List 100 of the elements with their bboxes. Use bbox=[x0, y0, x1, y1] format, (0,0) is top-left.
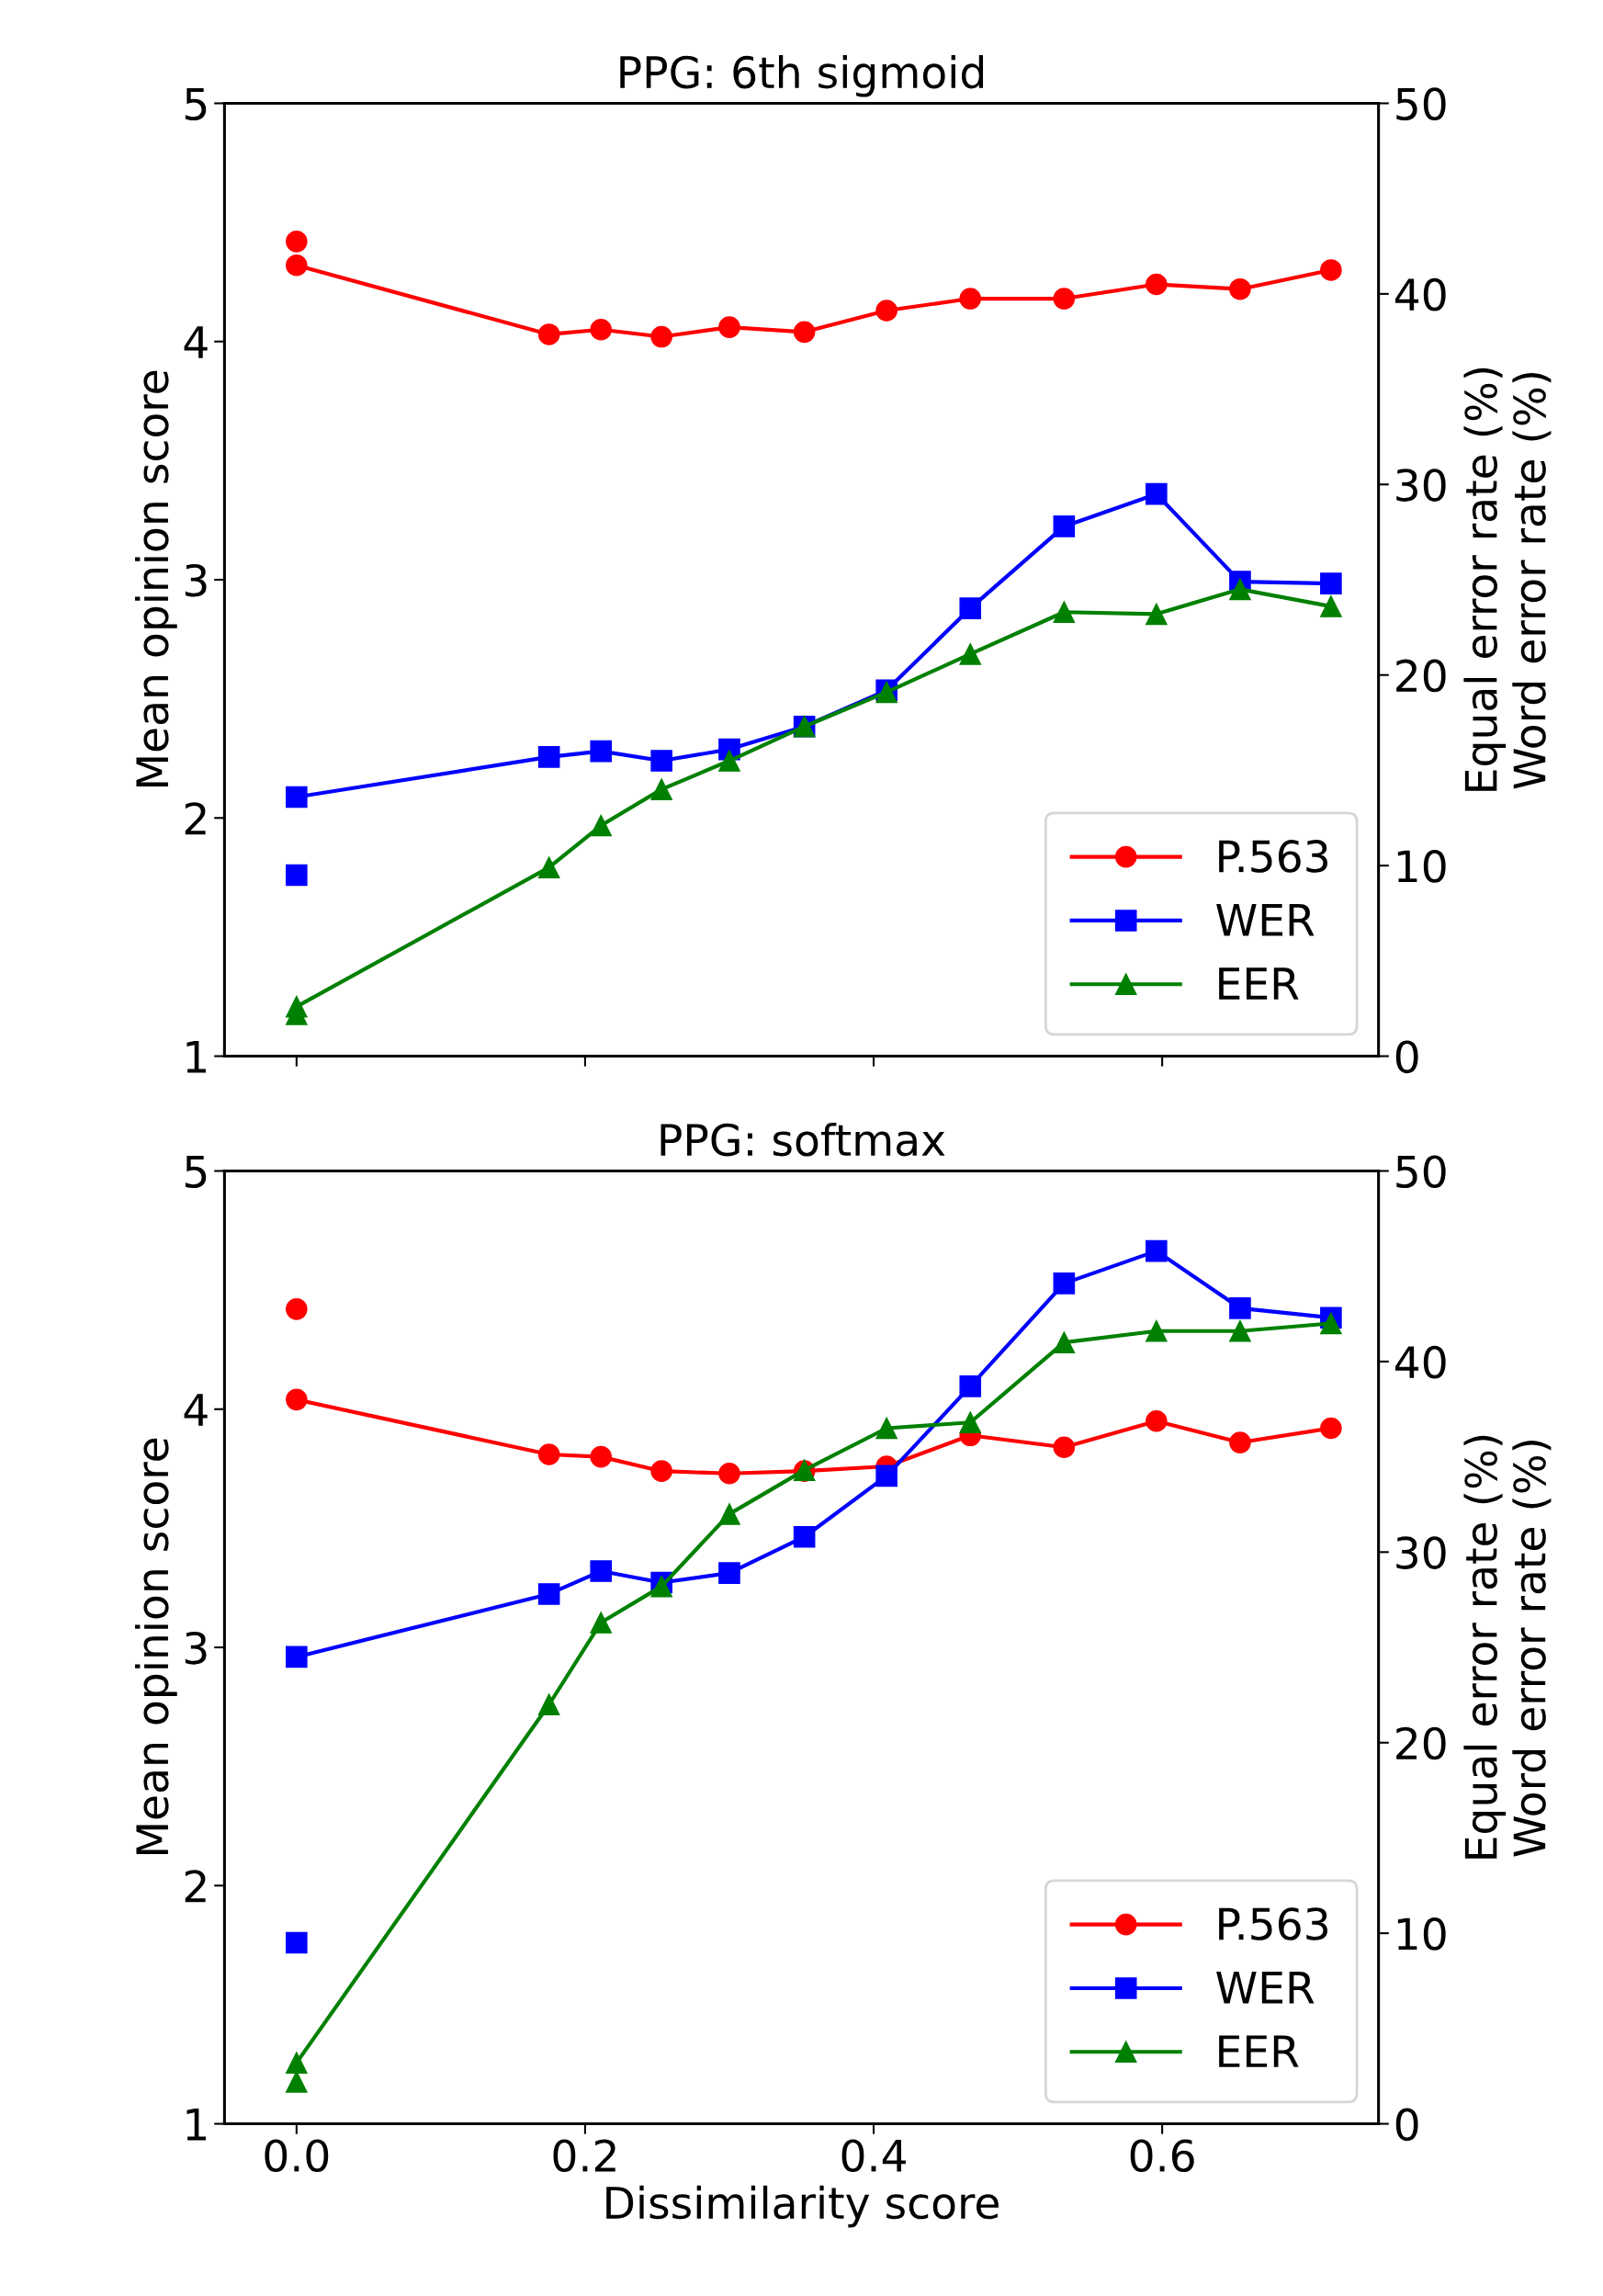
point bbox=[1146, 273, 1168, 296]
y2-tick-label: 40 bbox=[1394, 277, 1446, 311]
point bbox=[286, 231, 308, 253]
point bbox=[286, 1931, 308, 1954]
point bbox=[1146, 603, 1168, 626]
point bbox=[1320, 1417, 1342, 1440]
point bbox=[718, 316, 740, 338]
y-tick-label: 3 bbox=[185, 1631, 207, 1665]
point bbox=[1229, 1319, 1251, 1342]
y-tick-label: 2 bbox=[185, 802, 206, 835]
point bbox=[590, 1445, 613, 1468]
point bbox=[1320, 595, 1342, 617]
point bbox=[1053, 288, 1076, 310]
point bbox=[1320, 1312, 1342, 1335]
y-tick-label: 1 bbox=[186, 1041, 206, 1073]
point bbox=[650, 325, 672, 348]
point bbox=[1053, 1331, 1076, 1353]
y2-tick-label: 30 bbox=[1396, 1536, 1446, 1569]
y2-tick-label: 50 bbox=[1396, 87, 1446, 121]
point bbox=[1053, 1272, 1076, 1295]
point bbox=[959, 643, 982, 665]
point bbox=[1320, 259, 1342, 281]
y2-tick-label: 0 bbox=[1395, 2108, 1418, 2142]
point bbox=[590, 814, 613, 837]
y-tick-label: 5 bbox=[185, 1156, 207, 1189]
point bbox=[537, 1693, 560, 1716]
point bbox=[286, 786, 308, 809]
x-tick-label: 0.2 bbox=[553, 2139, 615, 2173]
point bbox=[590, 740, 613, 763]
x-axis-title: Dissimilarity score bbox=[606, 2185, 999, 2228]
point bbox=[1229, 277, 1251, 300]
point bbox=[1053, 1436, 1076, 1459]
point bbox=[650, 750, 672, 772]
y-tick-label: 4 bbox=[184, 326, 208, 358]
y2-tick-label: 20 bbox=[1396, 659, 1446, 693]
point bbox=[1229, 1297, 1251, 1319]
chart-title: PPG: 6th sigmoid bbox=[620, 54, 984, 97]
point bbox=[1229, 1431, 1251, 1453]
y2-axis-title: Equal error rate (%) Word error rate (%) bbox=[1463, 368, 1552, 791]
y2-tick-label: 10 bbox=[1397, 850, 1446, 883]
point bbox=[590, 1560, 613, 1582]
legend-label: WER bbox=[1216, 1972, 1315, 2004]
point bbox=[1320, 572, 1342, 594]
y2-tick-label: 40 bbox=[1394, 1345, 1446, 1379]
y-axis-title: Mean opinion score bbox=[135, 1438, 177, 1855]
point bbox=[537, 1443, 560, 1465]
point bbox=[286, 2052, 308, 2075]
point bbox=[1146, 1239, 1168, 1262]
point bbox=[286, 1646, 308, 1668]
point bbox=[1053, 601, 1076, 624]
point bbox=[537, 323, 560, 345]
legend-label: EER bbox=[1219, 967, 1299, 1000]
point bbox=[959, 288, 982, 310]
chart-title: PPG: softmax bbox=[660, 1122, 945, 1157]
legend-label: P.563 bbox=[1219, 1907, 1327, 1940]
y-tick-label: 4 bbox=[184, 1394, 208, 1426]
y2-axis-title: Equal error rate (%) Word error rate (%) bbox=[1463, 1435, 1552, 1859]
point bbox=[1146, 482, 1168, 505]
point bbox=[537, 746, 560, 768]
point bbox=[650, 778, 672, 800]
y2-tick-label: 10 bbox=[1397, 1917, 1446, 1951]
point bbox=[286, 254, 308, 277]
point bbox=[286, 1388, 308, 1411]
point bbox=[286, 1298, 308, 1320]
point bbox=[718, 1462, 740, 1485]
y2-tick-label: 30 bbox=[1396, 469, 1446, 502]
point bbox=[875, 1465, 897, 1487]
point bbox=[875, 1417, 897, 1440]
point bbox=[286, 864, 308, 887]
x-tick-label: 0.6 bbox=[1130, 2139, 1194, 2173]
point bbox=[959, 1375, 982, 1397]
y-axis-title: Mean opinion score bbox=[135, 370, 177, 787]
legend-label: P.563 bbox=[1219, 840, 1327, 873]
point bbox=[875, 300, 897, 322]
legend-label: EER bbox=[1219, 2035, 1299, 2067]
point bbox=[718, 750, 740, 772]
point bbox=[1053, 515, 1076, 537]
point bbox=[286, 2071, 308, 2093]
y-tick-label: 1 bbox=[186, 2109, 206, 2141]
legend-label: WER bbox=[1216, 904, 1315, 936]
point bbox=[959, 1411, 982, 1434]
point bbox=[537, 856, 560, 879]
point bbox=[793, 321, 816, 344]
y-tick-label: 5 bbox=[185, 87, 207, 121]
point bbox=[1146, 1319, 1168, 1342]
y-tick-label: 2 bbox=[185, 1870, 206, 1903]
point bbox=[793, 1525, 816, 1548]
point bbox=[650, 1460, 672, 1482]
point bbox=[718, 1503, 740, 1525]
y2-tick-label: 20 bbox=[1396, 1726, 1446, 1760]
x-tick-label: 0.4 bbox=[841, 2139, 906, 2173]
point bbox=[590, 1612, 613, 1634]
point bbox=[1146, 1409, 1168, 1432]
y2-tick-label: 0 bbox=[1395, 1040, 1418, 1074]
point bbox=[1229, 578, 1251, 601]
y2-tick-label: 50 bbox=[1396, 1155, 1446, 1189]
point bbox=[590, 318, 613, 341]
point bbox=[959, 597, 982, 619]
point bbox=[718, 1562, 740, 1584]
y-tick-label: 3 bbox=[185, 563, 207, 597]
